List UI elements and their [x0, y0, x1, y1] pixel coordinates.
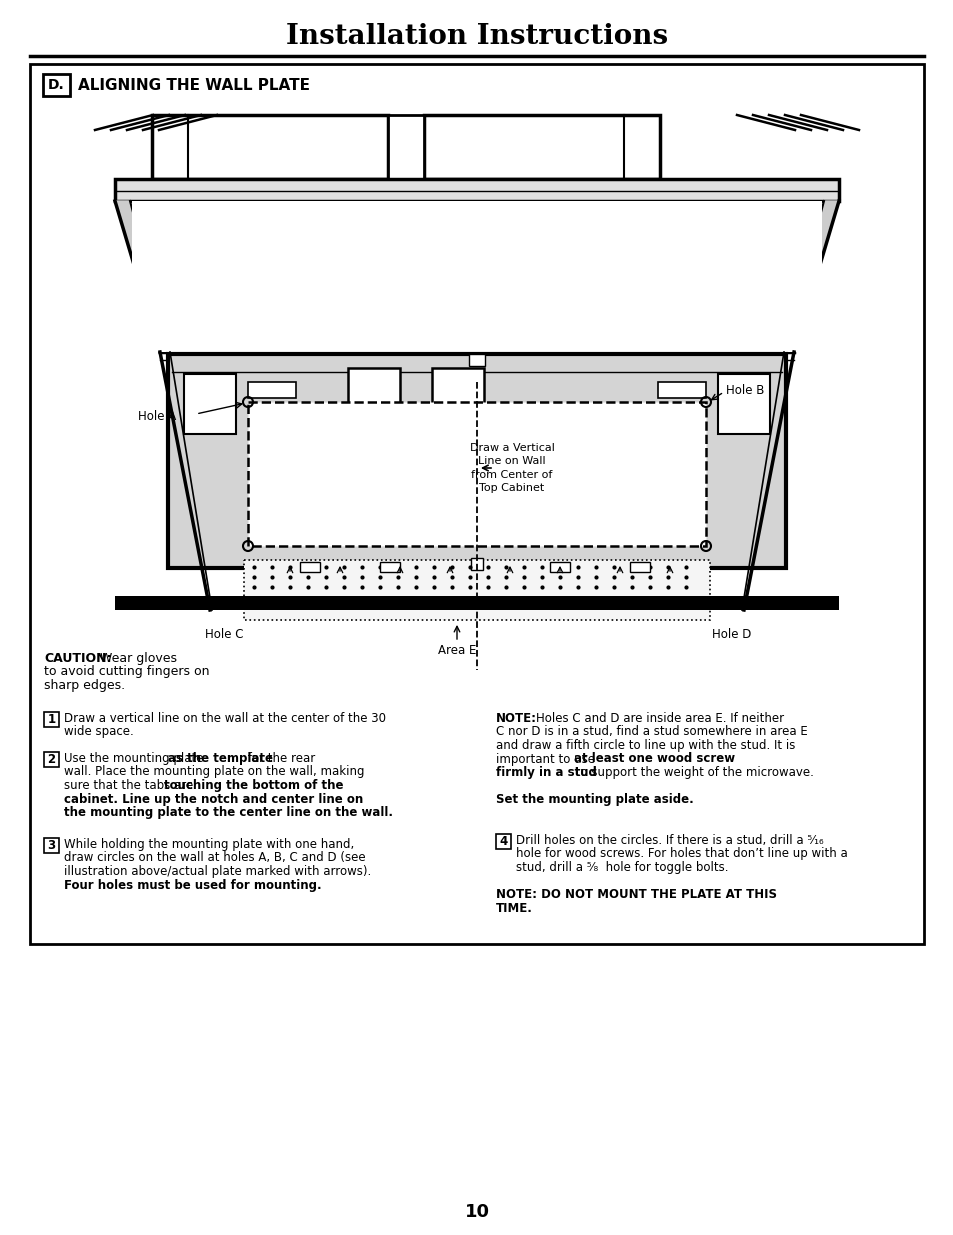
Text: 3: 3 — [48, 839, 55, 852]
Bar — [115, 179, 838, 201]
Text: Holes C and D are inside area E. If neither: Holes C and D are inside area E. If neit… — [536, 713, 783, 725]
Text: Four holes must be used for mounting.: Four holes must be used for mounting. — [64, 878, 321, 892]
Text: Set the mounting plate aside.: Set the mounting plate aside. — [496, 793, 693, 806]
Bar — [388, 115, 423, 179]
Bar — [550, 562, 569, 572]
Text: Draw a Vertical
Line on Wall
from Center of
Top Cabinet: Draw a Vertical Line on Wall from Center… — [469, 443, 554, 493]
Text: hole for wood screws. For holes that don’t line up with a: hole for wood screws. For holes that don… — [516, 847, 847, 861]
Bar — [718, 374, 769, 433]
Text: sharp edges.: sharp edges. — [44, 679, 125, 692]
Polygon shape — [115, 201, 170, 352]
Bar — [248, 403, 705, 546]
Bar — [423, 115, 659, 179]
Text: Use the mounting plate: Use the mounting plate — [64, 752, 207, 764]
Text: Area E: Area E — [437, 643, 476, 657]
Text: NOTE:: NOTE: — [496, 713, 537, 725]
Bar — [244, 559, 709, 620]
Text: wall. Place the mounting plate on the wall, making: wall. Place the mounting plate on the wa… — [64, 766, 364, 778]
Text: illustration above/actual plate marked with arrows).: illustration above/actual plate marked w… — [64, 864, 371, 878]
Bar — [299, 562, 319, 572]
Bar — [132, 201, 821, 352]
Bar — [469, 354, 484, 366]
Text: While holding the mounting plate with one hand,: While holding the mounting plate with on… — [64, 839, 354, 851]
Bar — [379, 562, 399, 572]
Text: C nor D is in a stud, find a stud somewhere in area E: C nor D is in a stud, find a stud somewh… — [496, 725, 807, 739]
Bar — [44, 752, 59, 767]
Text: NOTE: DO NOT MOUNT THE PLATE AT THIS: NOTE: DO NOT MOUNT THE PLATE AT THIS — [496, 888, 776, 902]
Bar — [30, 64, 923, 944]
Bar — [629, 562, 649, 572]
Text: 2: 2 — [48, 753, 55, 766]
Text: Hole C: Hole C — [205, 627, 244, 641]
Bar — [44, 839, 59, 853]
Text: TIME.: TIME. — [496, 902, 533, 914]
Bar — [432, 368, 483, 404]
Text: Installation Instructions: Installation Instructions — [286, 22, 667, 49]
Text: Draw a vertical line on the wall at the center of the 30: Draw a vertical line on the wall at the … — [64, 713, 386, 725]
Bar — [248, 382, 295, 398]
Text: to support the weight of the microwave.: to support the weight of the microwave. — [572, 766, 813, 779]
Text: Hole B: Hole B — [725, 384, 763, 396]
Bar — [184, 374, 235, 433]
Text: Hole D: Hole D — [711, 627, 751, 641]
Bar — [168, 354, 785, 568]
Text: stud, drill a ⁵⁄₈  hole for toggle bolts.: stud, drill a ⁵⁄₈ hole for toggle bolts. — [516, 861, 728, 874]
Text: cabinet. Line up the notch and center line on: cabinet. Line up the notch and center li… — [64, 793, 363, 805]
Polygon shape — [783, 201, 838, 352]
Text: D.: D. — [48, 78, 64, 91]
Bar — [658, 382, 705, 398]
Text: 4: 4 — [498, 835, 507, 848]
Text: touching the bottom of the: touching the bottom of the — [164, 779, 343, 792]
Text: as the template: as the template — [168, 752, 273, 764]
Bar — [348, 368, 399, 404]
Text: the mounting plate to the center line on the wall.: the mounting plate to the center line on… — [64, 806, 393, 819]
Text: sure that the tabs are: sure that the tabs are — [64, 779, 196, 792]
Text: Hole A: Hole A — [137, 410, 175, 422]
Text: wide space.: wide space. — [64, 725, 133, 739]
Bar — [152, 115, 388, 179]
Text: firmly in a stud: firmly in a stud — [496, 766, 597, 779]
Text: CAUTION:: CAUTION: — [44, 652, 112, 664]
Text: draw circles on the wall at holes A, B, C and D (see: draw circles on the wall at holes A, B, … — [64, 851, 365, 864]
Text: Wear gloves: Wear gloves — [100, 652, 177, 664]
Bar — [496, 834, 511, 848]
Text: at least one wood screw: at least one wood screw — [574, 752, 735, 766]
Text: for the rear: for the rear — [244, 752, 314, 764]
Bar — [43, 74, 70, 96]
Bar — [471, 558, 482, 571]
Text: 10: 10 — [464, 1203, 489, 1221]
Text: 1: 1 — [48, 713, 55, 726]
Text: and draw a fifth circle to line up with the stud. It is: and draw a fifth circle to line up with … — [496, 739, 795, 752]
Text: ALIGNING THE WALL PLATE: ALIGNING THE WALL PLATE — [78, 78, 310, 93]
Bar — [44, 713, 59, 727]
Text: to avoid cutting fingers on: to avoid cutting fingers on — [44, 666, 210, 678]
Text: Drill holes on the circles. If there is a stud, drill a ⁵⁄₁₆: Drill holes on the circles. If there is … — [516, 834, 822, 847]
Bar — [115, 597, 838, 610]
Text: important to use: important to use — [496, 752, 598, 766]
